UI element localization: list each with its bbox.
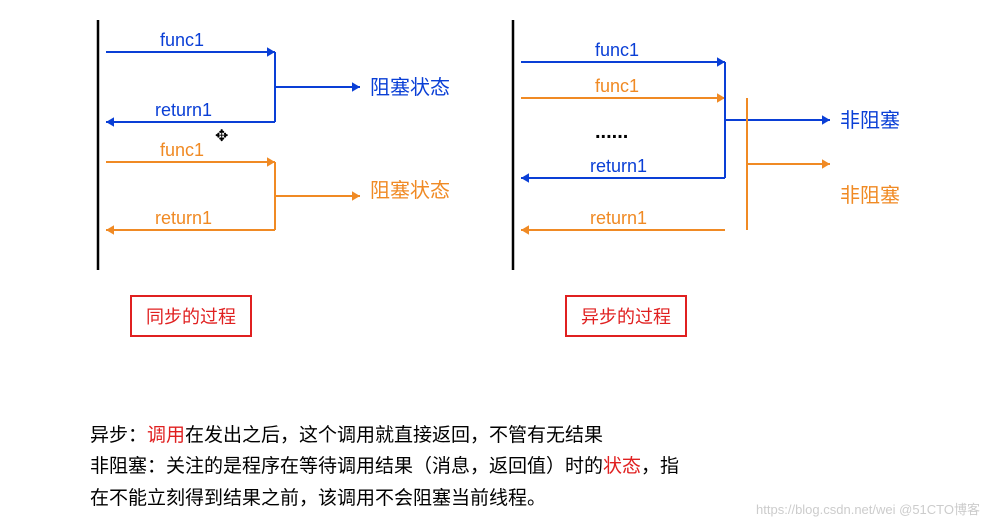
desc-l1-red: 调用 <box>147 420 185 451</box>
desc-l2-red: 状态 <box>603 451 641 482</box>
state-label: 非阻塞 <box>840 109 900 132</box>
state-label: 阻塞状态 <box>370 76 450 99</box>
row-label: func1 <box>595 76 639 96</box>
row-label: func1 <box>160 140 204 160</box>
async-process-box: 异步的过程 <box>565 295 687 337</box>
sync-process-box: 同步的过程 <box>130 295 252 337</box>
desc-l1-prefix: 异步： <box>90 420 147 451</box>
desc-l1-rest: 在发出之后，这个调用就直接返回，不管有无结果 <box>185 420 603 451</box>
row-label: return1 <box>155 100 212 120</box>
ellipsis-dots: ...... <box>595 121 628 143</box>
row-label: func1 <box>160 30 204 50</box>
watermark-text: https://blog.csdn.net/wei @51CTO博客 <box>756 499 980 518</box>
row-label: return1 <box>155 208 212 228</box>
row-label: return1 <box>590 156 647 176</box>
cursor-icon: ✥ <box>215 126 228 146</box>
desc-l2-prefix: 非阻塞：关注的是程序在等待调用结果（消息，返回值）时的 <box>90 451 603 482</box>
row-label: return1 <box>590 208 647 228</box>
row-label: func1 <box>595 40 639 60</box>
diagram-area: func1return1func1return1阻塞状态阻塞状态func1fun… <box>80 20 950 350</box>
desc-l3: 在不能立刻得到结果之前，该调用不会阻塞当前线程。 <box>90 483 546 514</box>
state-label: 非阻塞 <box>840 184 900 207</box>
desc-l2-mid: ，指 <box>641 451 679 482</box>
state-label: 阻塞状态 <box>370 179 450 202</box>
desc-line-2: 非阻塞：关注的是程序在等待调用结果（消息，返回值）时的 状态 ，指 <box>90 451 910 482</box>
desc-line-1: 异步： 调用 在发出之后，这个调用就直接返回，不管有无结果 <box>90 420 910 451</box>
